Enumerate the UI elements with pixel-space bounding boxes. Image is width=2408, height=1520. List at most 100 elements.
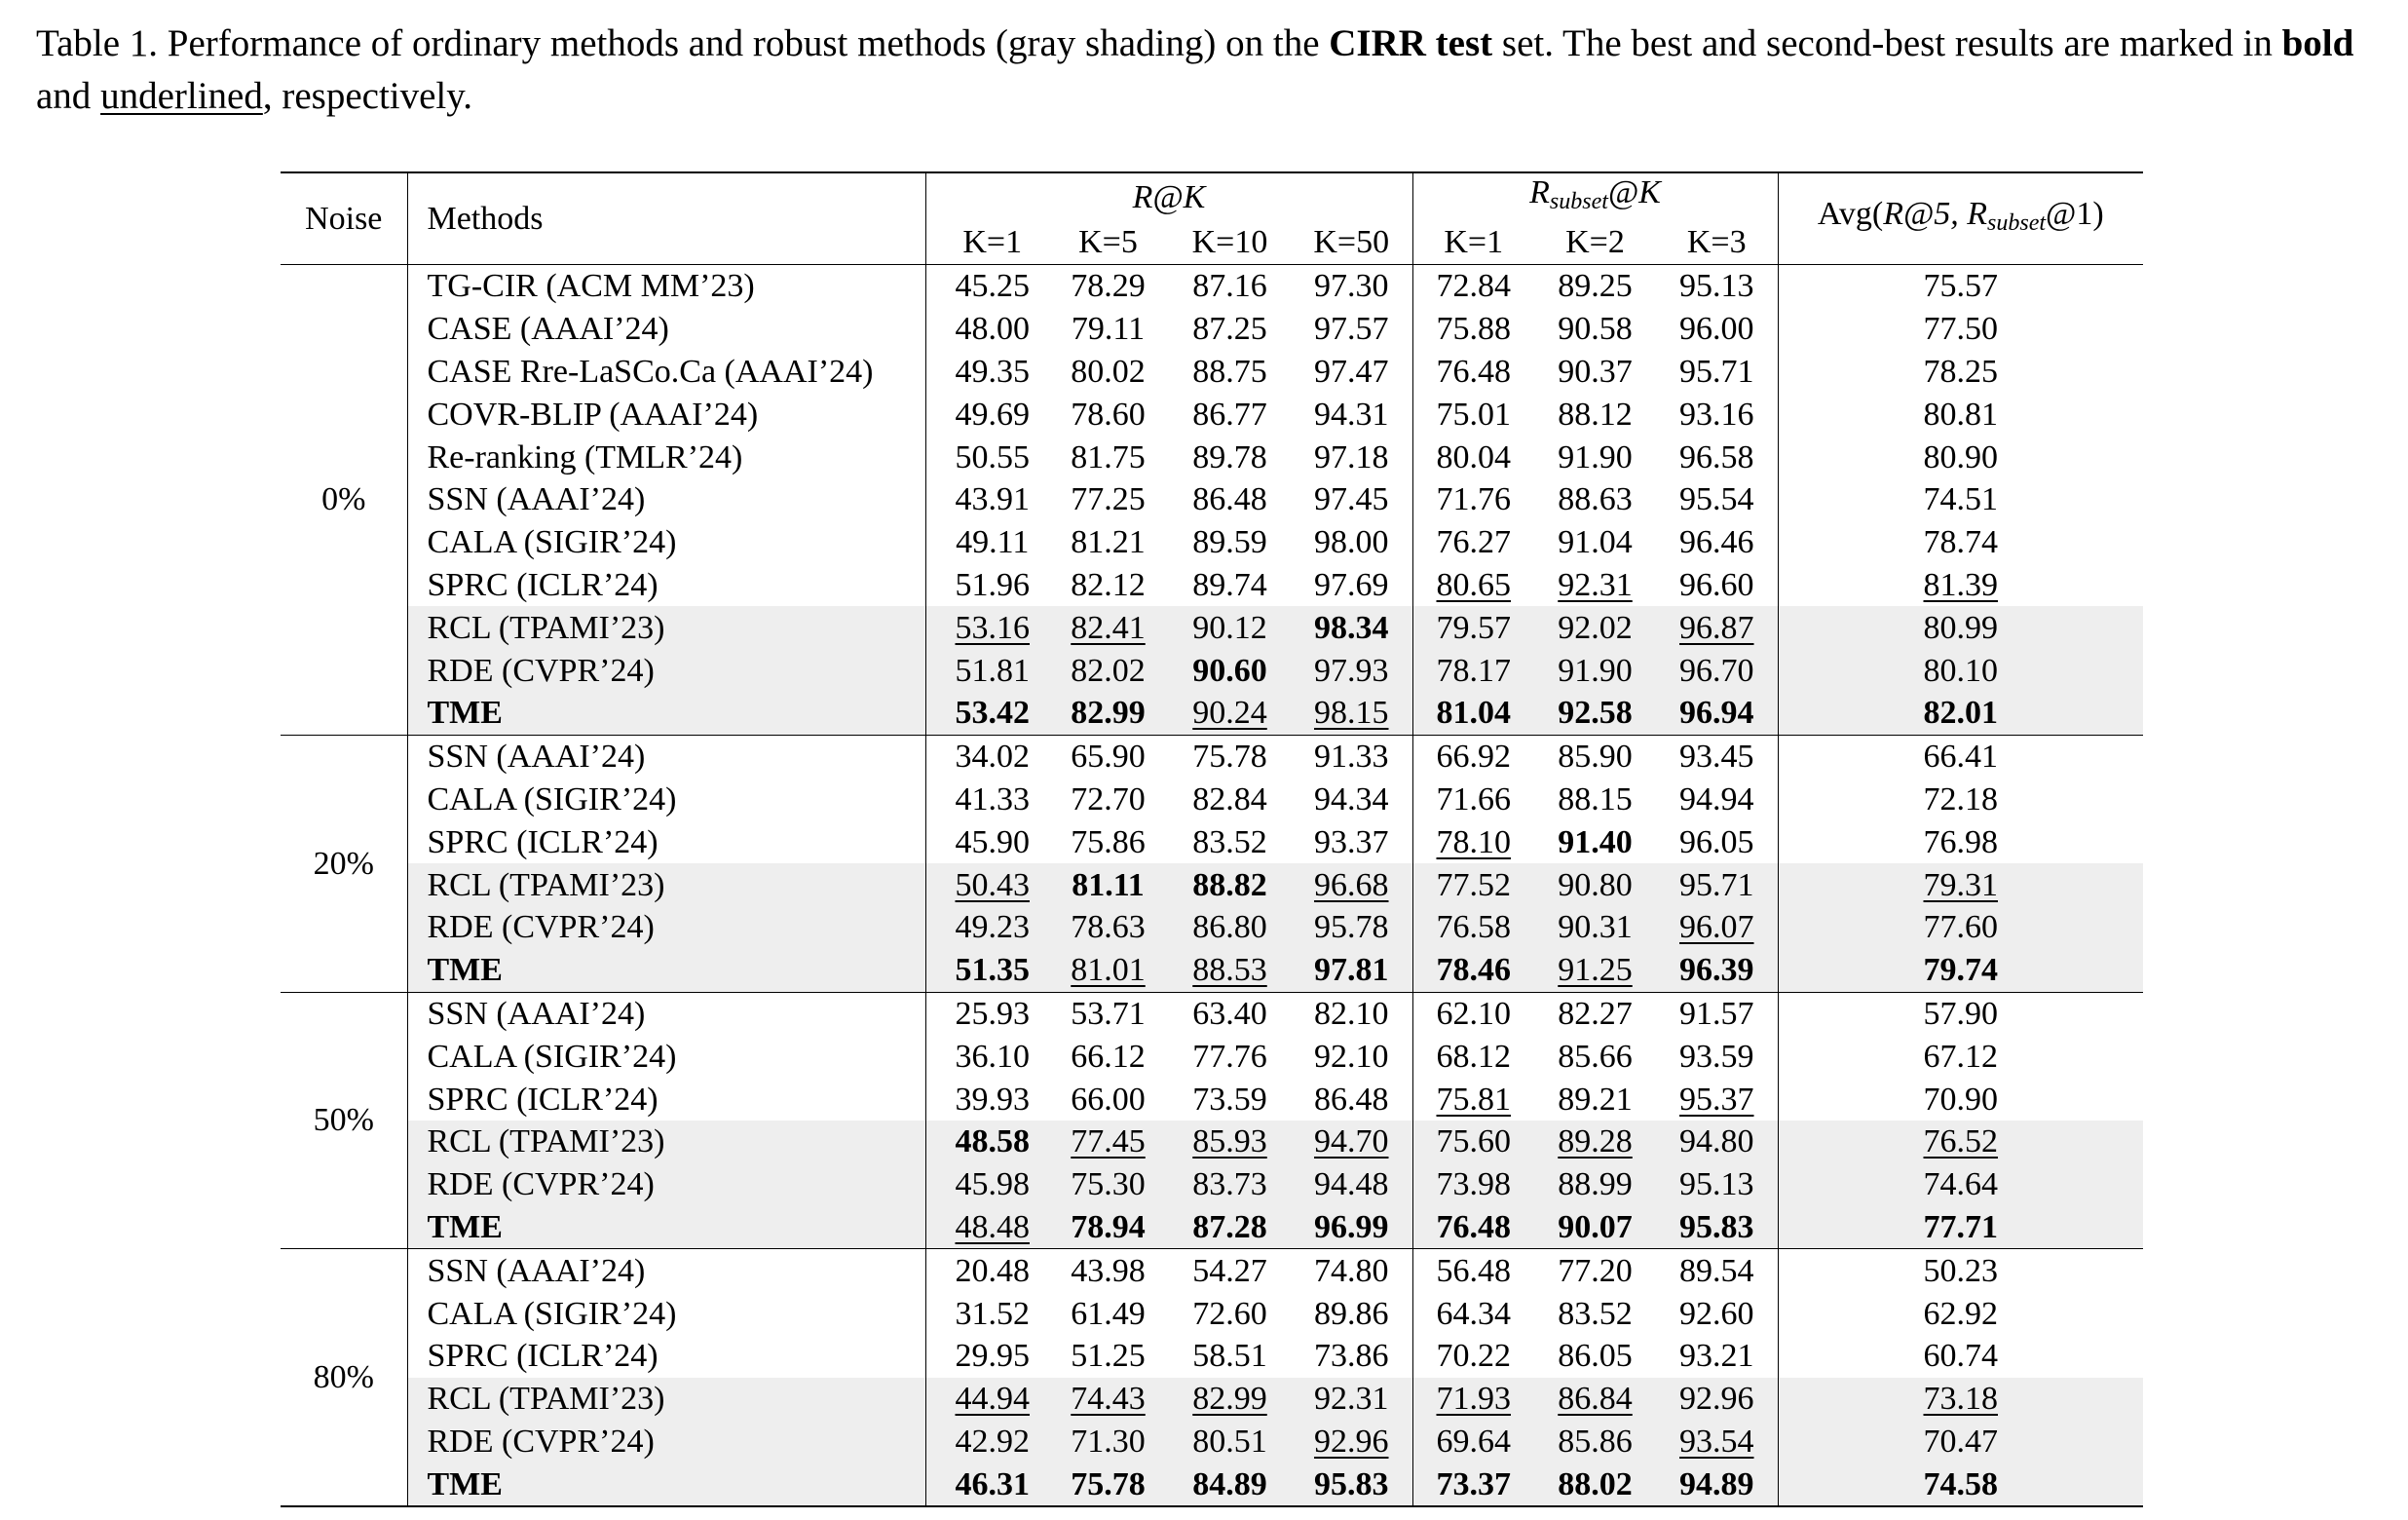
value-cell-rs-k1: 71.76 bbox=[1412, 478, 1534, 521]
value-text: 81.04 bbox=[1436, 695, 1512, 732]
value-text: 70.47 bbox=[1923, 1423, 1999, 1460]
value-cell-rk-k10: 84.89 bbox=[1169, 1463, 1291, 1508]
value-text: 81.21 bbox=[1071, 524, 1146, 561]
value-text: 73.98 bbox=[1436, 1166, 1512, 1203]
value-cell-rs-k2: 82.27 bbox=[1534, 991, 1656, 1036]
value-text: 79.11 bbox=[1071, 311, 1146, 348]
value-cell-rs-k2: 90.80 bbox=[1534, 863, 1656, 906]
value-text: 71.30 bbox=[1071, 1423, 1146, 1460]
value-text: 82.01 bbox=[1923, 695, 1999, 732]
value-cell-rs-k3: 94.94 bbox=[1656, 778, 1779, 821]
value-cell-avg: 79.31 bbox=[1778, 863, 2143, 906]
value-text: 49.11 bbox=[956, 524, 1030, 561]
value-text: 44.94 bbox=[955, 1381, 1031, 1418]
value-text: 97.69 bbox=[1314, 566, 1389, 603]
noise-level-cell: 20% bbox=[281, 734, 408, 993]
value-text: 89.28 bbox=[1558, 1123, 1633, 1160]
value-cell-rk-k1: 45.98 bbox=[925, 1162, 1047, 1206]
header-rs-k2: K=2 bbox=[1565, 224, 1625, 260]
value-cell-rk-k1: 49.35 bbox=[925, 351, 1047, 394]
header-rk-k5: K=5 bbox=[1078, 224, 1138, 260]
value-text: 88.99 bbox=[1558, 1166, 1633, 1203]
value-text: 79.74 bbox=[1923, 952, 1999, 989]
header-group-rsubset: Rsubset@K bbox=[1412, 171, 1779, 221]
value-cell-rs-k3: 94.80 bbox=[1656, 1120, 1779, 1163]
value-text: 91.57 bbox=[1679, 995, 1754, 1032]
value-cell-rs-k3: 95.37 bbox=[1656, 1078, 1779, 1121]
value-cell-rk-k5: 78.63 bbox=[1047, 905, 1169, 949]
value-cell-rk-k10: 88.75 bbox=[1169, 351, 1291, 394]
value-text: 91.90 bbox=[1558, 438, 1633, 475]
value-text: 95.71 bbox=[1679, 866, 1754, 903]
value-cell-rk-k5: 82.99 bbox=[1047, 691, 1169, 736]
value-text: 90.58 bbox=[1558, 311, 1633, 348]
method-name-cell: Re-ranking (TMLR’24) bbox=[407, 436, 926, 478]
value-cell-rs-k3: 94.89 bbox=[1656, 1463, 1779, 1508]
value-text: 96.05 bbox=[1679, 823, 1754, 860]
value-cell-rk-k10: 90.24 bbox=[1169, 691, 1291, 736]
method-name-cell: RCL (TPAMI’23) bbox=[407, 606, 926, 650]
value-cell-rs-k1: 80.65 bbox=[1412, 564, 1534, 607]
table-row: RDE (CVPR’24) 42.92 71.30 80.51 92.96 69.64 85… bbox=[281, 1420, 2143, 1463]
value-text: 93.59 bbox=[1679, 1038, 1754, 1075]
value-text: 78.74 bbox=[1923, 524, 1999, 561]
table-row: CALA (SIGIR’24) 31.52 61.49 72.60 89.86 64.34… bbox=[281, 1292, 2143, 1335]
value-cell-avg: 80.90 bbox=[1778, 436, 2143, 478]
header-rsubset-sub: subset bbox=[1549, 189, 1608, 214]
method-name-cell: TME bbox=[407, 691, 926, 736]
value-text: 53.42 bbox=[955, 695, 1031, 732]
value-text: 53.71 bbox=[1071, 995, 1146, 1032]
table-row: SSN (AAAI’24) 43.91 77.25 86.48 97.45 71.76 88… bbox=[281, 477, 2143, 521]
value-cell-rs-k1: 62.10 bbox=[1412, 991, 1534, 1036]
method-name-cell: SPRC (ICLR’24) bbox=[407, 563, 926, 607]
value-cell-rs-k2: 90.37 bbox=[1534, 351, 1656, 394]
method-name-cell: CALA (SIGIR’24) bbox=[407, 1292, 926, 1335]
value-cell-rk-k5: 61.49 bbox=[1047, 1292, 1169, 1335]
table-row: SPRC (ICLR’24) 29.95 51.25 58.51 73.86 70.22 8… bbox=[281, 1334, 2143, 1378]
value-cell-rk-k5: 81.01 bbox=[1047, 948, 1169, 993]
value-cell-rk-k50: 73.86 bbox=[1291, 1334, 1413, 1378]
method-name-cell: COVR-BLIP (AAAI’24) bbox=[407, 393, 926, 437]
value-cell-rs-k2: 77.20 bbox=[1534, 1248, 1656, 1293]
table-row: TME 53.42 82.99 90.24 98.15 81.04 92.58 96.94 82… bbox=[281, 691, 2143, 736]
value-text: 78.25 bbox=[1923, 353, 1999, 390]
value-cell-avg: 73.18 bbox=[1778, 1377, 2143, 1421]
value-cell-rk-k50: 97.47 bbox=[1291, 350, 1413, 394]
value-cell-rs-k1: 71.93 bbox=[1412, 1377, 1534, 1421]
value-text: 80.51 bbox=[1192, 1423, 1267, 1460]
value-cell-rk-k50: 86.48 bbox=[1291, 1078, 1413, 1121]
value-text: 75.86 bbox=[1071, 823, 1146, 860]
value-text: 78.29 bbox=[1071, 268, 1146, 305]
method-name-cell: SPRC (ICLR’24) bbox=[407, 820, 926, 864]
value-text: 96.60 bbox=[1679, 566, 1754, 603]
value-text: 80.02 bbox=[1071, 353, 1146, 390]
value-cell-rk-k1: 42.92 bbox=[925, 1420, 1047, 1463]
value-text: 78.63 bbox=[1071, 909, 1146, 946]
value-cell-rk-k50: 74.80 bbox=[1291, 1248, 1413, 1293]
value-text: 80.90 bbox=[1923, 438, 1999, 475]
value-text: 91.04 bbox=[1558, 524, 1633, 561]
value-text: 93.16 bbox=[1679, 396, 1754, 433]
value-cell-rk-k10: 87.16 bbox=[1169, 263, 1291, 308]
value-cell-rk-k1: 44.94 bbox=[925, 1377, 1047, 1421]
value-cell-rk-k50: 97.18 bbox=[1291, 436, 1413, 478]
value-cell-rs-k3: 95.71 bbox=[1656, 863, 1779, 906]
value-text: 75.78 bbox=[1192, 739, 1267, 776]
value-text: 51.25 bbox=[1071, 1338, 1146, 1375]
value-cell-avg: 72.18 bbox=[1778, 779, 2143, 821]
value-text: 69.64 bbox=[1436, 1423, 1512, 1460]
value-text: 97.18 bbox=[1314, 438, 1389, 475]
value-text: 94.80 bbox=[1679, 1123, 1754, 1160]
table-row: RCL (TPAMI’23) 44.94 74.43 82.99 92.31 71.93 8… bbox=[281, 1377, 2143, 1421]
value-text: 94.89 bbox=[1679, 1465, 1754, 1502]
table-row: COVR-BLIP (AAAI’24) 49.69 78.60 86.77 94.31 7… bbox=[281, 393, 2143, 437]
value-text: 71.66 bbox=[1436, 780, 1512, 817]
method-name-cell: CALA (SIGIR’24) bbox=[407, 778, 926, 821]
value-cell-rk-k50: 97.57 bbox=[1291, 307, 1413, 351]
value-cell-rk-k50: 95.78 bbox=[1291, 905, 1413, 949]
value-cell-rs-k2: 86.05 bbox=[1534, 1335, 1656, 1378]
value-text: 48.00 bbox=[955, 311, 1031, 348]
value-cell-rk-k5: 81.75 bbox=[1047, 436, 1169, 478]
method-name-cell: SSN (AAAI’24) bbox=[407, 1248, 926, 1293]
value-text: 36.10 bbox=[955, 1038, 1031, 1075]
